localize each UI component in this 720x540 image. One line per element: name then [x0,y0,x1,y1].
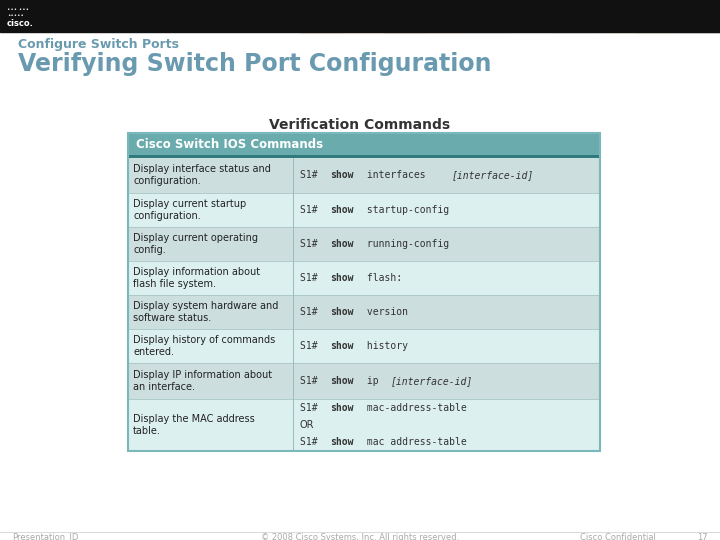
Text: Verification Commands: Verification Commands [269,118,451,132]
Text: S1#: S1# [300,239,323,249]
Text: Configure Switch Ports: Configure Switch Ports [18,38,179,51]
Bar [293,193,294,227]
Bar [468,0,510,32]
Bar [128,227,600,261]
Text: Display interface status and
configuration.: Display interface status and configurati… [133,164,271,186]
Text: S1#: S1# [300,376,323,386]
Text: mac-address-table: mac-address-table [361,403,467,413]
Text: Cisco Confidential: Cisco Confidential [580,532,656,540]
Bar [678,0,720,32]
Text: show: show [330,273,354,283]
Text: S1#: S1# [300,437,323,447]
Text: •••••: ••••• [7,13,24,18]
Bar [128,295,600,329]
Text: S1#: S1# [300,307,323,317]
Bar [293,363,294,399]
Bar [128,399,600,451]
Bar [426,0,468,32]
Text: show: show [330,307,354,317]
Bar [128,133,600,157]
Text: [interface-id]: [interface-id] [451,170,534,180]
Text: 17: 17 [698,532,708,540]
Bar [128,157,600,193]
Text: S1#: S1# [300,403,323,413]
Bar [594,0,636,32]
Text: Display current operating
config.: Display current operating config. [133,233,258,255]
Text: ••• •••: ••• ••• [7,7,29,12]
Text: Display system hardware and
software status.: Display system hardware and software sta… [133,301,279,323]
Text: OR: OR [300,420,315,430]
Text: [interface-id]: [interface-id] [391,376,473,386]
Text: show: show [330,376,354,386]
Text: Display IP information about
an interface.: Display IP information about an interfac… [133,369,272,393]
Bar [636,0,678,32]
Text: show: show [330,170,354,180]
Text: S1#: S1# [300,170,323,180]
Bar [384,0,426,32]
Text: show: show [330,403,354,413]
Text: show: show [330,341,354,351]
Bar [510,0,552,32]
Text: show: show [330,205,354,215]
Bar [128,133,600,451]
Text: show: show [330,239,354,249]
Text: Cisco Switch IOS Commands: Cisco Switch IOS Commands [136,138,323,152]
Text: show: show [330,437,354,447]
Text: S1#: S1# [300,341,323,351]
Text: Display information about
flash file system.: Display information about flash file sys… [133,267,260,289]
Bar [128,193,600,227]
Text: interfaces: interfaces [361,170,431,180]
Bar [128,155,600,158]
Bar [342,0,384,32]
Text: S1#: S1# [300,205,323,215]
Text: flash:: flash: [361,273,402,283]
Text: Display current startup
configuration.: Display current startup configuration. [133,199,246,221]
Bar [293,399,294,451]
Text: ip: ip [361,376,384,386]
Text: © 2008 Cisco Systems, Inc. All rights reserved.: © 2008 Cisco Systems, Inc. All rights re… [261,532,459,540]
Bar [128,329,600,363]
Bar [293,157,294,193]
Text: Display the MAC address
table.: Display the MAC address table. [133,414,255,436]
Bar [128,261,600,295]
Text: running-config: running-config [361,239,449,249]
Text: Verifying Switch Port Configuration: Verifying Switch Port Configuration [18,52,492,76]
Bar [552,0,594,32]
Bar [128,363,600,399]
Bar [300,0,342,32]
Text: S1#: S1# [300,273,323,283]
Text: mac address-table: mac address-table [361,437,467,447]
Bar [293,261,294,295]
Bar [293,227,294,261]
Text: Display history of commands
entered.: Display history of commands entered. [133,335,275,357]
Bar [293,295,294,329]
Text: cisco.: cisco. [7,19,34,28]
Text: history: history [361,341,408,351]
Text: Presentation_ID: Presentation_ID [12,532,78,540]
Bar [0,0,720,32]
Text: startup-config: startup-config [361,205,449,215]
Text: version: version [361,307,408,317]
Bar [293,329,294,363]
